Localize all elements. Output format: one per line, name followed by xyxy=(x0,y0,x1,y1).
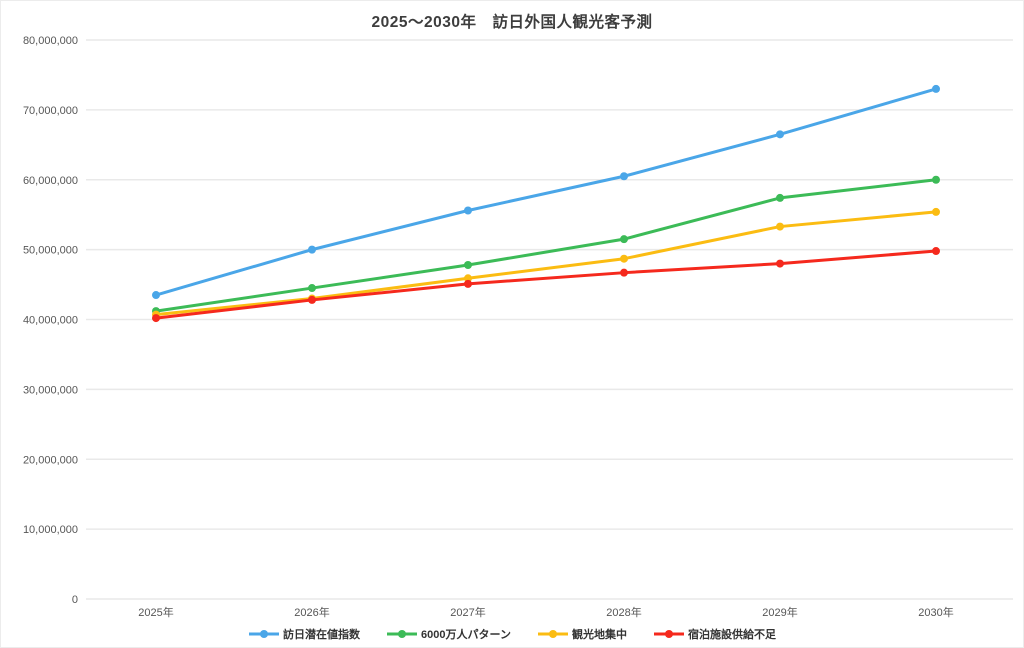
legend-label: 6000万人パターン xyxy=(421,629,511,641)
data-point xyxy=(776,130,784,139)
x-tick-label: 2025年 xyxy=(138,605,173,619)
y-tick-label: 60,000,000 xyxy=(23,175,78,187)
legend-line-marker-icon xyxy=(653,630,684,638)
data-point xyxy=(776,193,784,202)
legend-item-0: 訪日潜在値指数 xyxy=(248,626,360,642)
x-tick-label: 2030年 xyxy=(918,605,953,619)
y-tick-label: 0 xyxy=(72,594,78,606)
data-point xyxy=(932,175,940,184)
y-tick-label: 40,000,000 xyxy=(23,315,78,327)
y-tick-label: 20,000,000 xyxy=(23,454,78,466)
legend-label: 観光地集中 xyxy=(571,629,627,641)
data-point xyxy=(932,247,940,256)
legend-item-2: 観光地集中 xyxy=(537,626,627,642)
data-point xyxy=(308,245,316,254)
data-point xyxy=(308,295,316,304)
data-point xyxy=(152,291,160,300)
legend-label: 訪日潜在値指数 xyxy=(283,629,361,641)
series-line-2 xyxy=(154,210,938,317)
legend-item-3: 宿泊施設供給不足 xyxy=(653,626,776,642)
x-tick-label: 2029年 xyxy=(762,605,797,619)
data-point xyxy=(308,284,316,293)
series-line-1 xyxy=(154,178,938,313)
chart-title: 2025〜2030年 訪日外国人観光客予測 xyxy=(371,14,653,31)
x-tick-label: 2026年 xyxy=(294,605,329,619)
x-tick-label: 2028年 xyxy=(606,605,641,619)
data-point xyxy=(620,254,628,263)
data-point xyxy=(464,260,472,269)
data-point xyxy=(932,207,940,216)
series-line-3 xyxy=(154,249,938,320)
y-tick-label: 70,000,000 xyxy=(23,105,78,117)
legend-line-marker-icon xyxy=(249,630,280,638)
data-point xyxy=(776,259,784,268)
legend-line-marker-icon xyxy=(387,630,418,638)
legend-line-marker-icon xyxy=(537,630,568,638)
series-line-0 xyxy=(154,87,938,297)
data-point xyxy=(776,222,784,231)
data-point xyxy=(464,206,472,215)
legend-label: 宿泊施設供給不足 xyxy=(687,629,776,641)
data-point xyxy=(620,268,628,277)
data-point xyxy=(464,274,472,283)
data-point xyxy=(932,84,940,93)
x-tick-label: 2027年 xyxy=(450,605,485,619)
data-point xyxy=(152,314,160,323)
data-point xyxy=(620,172,628,181)
y-tick-label: 10,000,000 xyxy=(23,524,78,536)
data-point xyxy=(464,279,472,288)
y-tick-label: 30,000,000 xyxy=(23,384,78,396)
chart-legend: 訪日潜在値指数 6000万人パターン 観光地集中 宿泊施設供給不足 xyxy=(1,626,1023,642)
y-tick-label: 80,000,000 xyxy=(23,35,78,47)
y-tick-label: 50,000,000 xyxy=(23,245,78,257)
legend-item-1: 6000万人パターン xyxy=(386,626,511,642)
data-point xyxy=(620,235,628,244)
